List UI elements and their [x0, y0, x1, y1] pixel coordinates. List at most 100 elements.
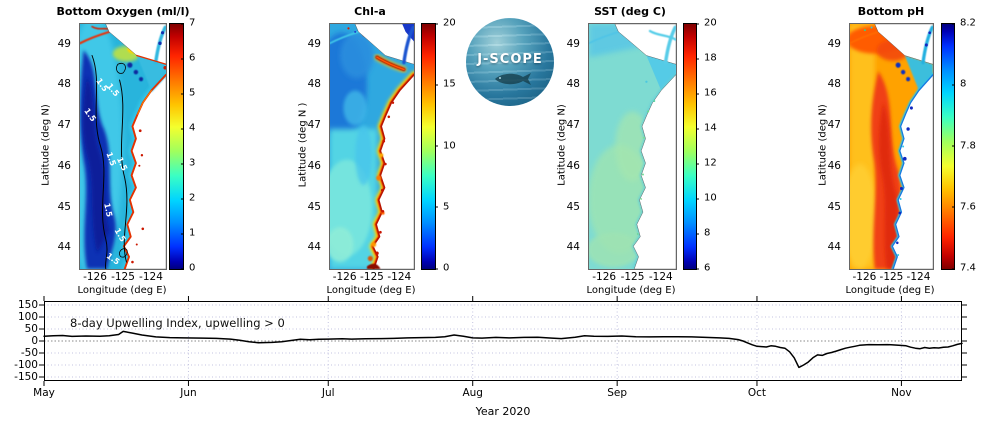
colorbar-tick: 16 — [696, 88, 717, 99]
lat-tick: 47 — [57, 119, 71, 132]
colorbar-tick: 8.2 — [952, 18, 976, 29]
fish-icon — [495, 73, 531, 85]
colorbar-tick: 8 — [695, 228, 710, 239]
colorbar-tick: 2 — [180, 193, 195, 204]
colorbar-tick: 4 — [180, 123, 195, 134]
colorbar-tick: 8 — [951, 79, 966, 90]
upwelling-y-tick: 150 — [17, 299, 38, 311]
colorbar-tick: 7 — [180, 18, 195, 29]
colorbar-tick: 18 — [696, 53, 717, 64]
panel-title-bottom-oxygen: Bottom Oxygen (ml/l) — [56, 5, 190, 18]
upwelling-month-tick: Nov — [891, 387, 912, 399]
colorbar-tick: 7.4 — [952, 263, 976, 274]
chl-a-heatmap — [330, 24, 414, 269]
colorbar-tick: 6 — [180, 53, 195, 64]
lat-tick: 47 — [566, 119, 580, 132]
colorbar-tick: 20 — [696, 18, 717, 29]
colorbar-tick: 6 — [695, 263, 710, 274]
lat-tick: 45 — [57, 200, 71, 213]
x-axis-label: Longitude (deg E) — [326, 285, 416, 296]
lat-tick: 49 — [57, 37, 71, 50]
lon-tick: -124 — [648, 271, 673, 283]
longitude-ticks: -126 -125 -124 — [329, 271, 413, 284]
ph-colorbar — [941, 23, 955, 270]
latitude-ticks: 49 48 47 46 45 44 — [562, 23, 584, 268]
upwelling-month-tick: Sep — [607, 387, 628, 399]
lat-tick: 45 — [566, 200, 580, 213]
ph-colorbar-ticks: 8.2 8 7.8 7.6 7.4 — [951, 18, 985, 274]
colorbar-tick: 12 — [696, 158, 717, 169]
lat-tick: 49 — [307, 37, 321, 50]
lon-tick: -126 — [332, 271, 357, 283]
sst-map — [588, 23, 677, 270]
upwelling-month-tick: May — [33, 387, 55, 399]
lat-tick: 44 — [307, 241, 321, 254]
x-axis-label: Longitude (deg E) — [77, 285, 167, 296]
upwelling-x-axis-label: Year 2020 — [475, 405, 531, 418]
upwelling-y-tick: -150 — [14, 371, 38, 383]
lat-tick: 46 — [566, 159, 580, 172]
lat-tick: 48 — [57, 78, 71, 91]
chl-a-colorbar-ticks: 20 15 10 5 0 — [434, 18, 468, 274]
oxygen-colorbar — [169, 23, 184, 270]
lon-tick: -125 — [111, 271, 135, 283]
lon-tick: -125 — [879, 271, 904, 283]
longitude-ticks: -126 -125 -124 — [849, 271, 932, 284]
latitude-ticks: 49 48 47 46 45 44 — [303, 23, 325, 268]
upwelling-month-tick: Aug — [462, 387, 483, 399]
chl-a-map — [329, 23, 415, 270]
colorbar-tick: 0 — [180, 263, 195, 274]
lat-tick: 49 — [566, 37, 580, 50]
colorbar-tick: 5 — [434, 201, 449, 212]
lon-tick: -126 — [592, 271, 617, 283]
lat-tick: 46 — [827, 159, 841, 172]
bottom-oxygen-heatmap — [80, 24, 166, 269]
lon-tick: -125 — [360, 271, 384, 283]
bottom-oxygen-map: 1.5 1.5 1.5 1.5 1.5 1.5 1.5 1.5 — [79, 23, 167, 270]
lon-tick: -126 — [83, 271, 107, 283]
lat-tick: 46 — [57, 159, 71, 172]
upwelling-y-tick: 50 — [24, 323, 38, 335]
latitude-ticks: 49 48 47 46 45 44 — [823, 23, 845, 268]
lat-tick: 44 — [827, 241, 841, 254]
longitude-ticks: -126 -125 -124 — [79, 271, 165, 284]
lat-tick: 45 — [307, 200, 321, 213]
lat-tick: 48 — [566, 78, 580, 91]
colorbar-tick: 15 — [435, 79, 456, 90]
oxygen-colorbar-ticks: 7 6 5 4 3 2 1 0 — [180, 18, 214, 274]
lon-tick: -126 — [852, 271, 877, 283]
upwelling-y-tick: 100 — [17, 311, 38, 323]
colorbar-tick: 10 — [435, 140, 456, 151]
logo-water-texture — [466, 18, 554, 106]
upwelling-month-tick: Jul — [321, 387, 335, 399]
colorbar-tick: 10 — [696, 193, 717, 204]
bottom-ph-map — [849, 23, 934, 270]
upwelling-y-tick: -100 — [14, 359, 38, 371]
lat-tick: 48 — [307, 78, 321, 91]
lon-tick: -124 — [139, 271, 163, 283]
sst-heatmap — [589, 24, 676, 269]
chl-a-colorbar — [421, 23, 436, 270]
x-axis-label: Longitude (deg E) — [586, 285, 676, 296]
colorbar-tick: 1 — [180, 228, 195, 239]
lat-tick: 44 — [566, 241, 580, 254]
upwelling-month-tick-labels: May Jun Jul Aug Sep Oct Nov — [33, 387, 962, 401]
upwelling-y-tick: 0 — [31, 335, 38, 347]
panel-title-sst: SST (deg C) — [594, 5, 666, 18]
lon-tick: -125 — [620, 271, 645, 283]
lat-tick: 47 — [827, 119, 841, 132]
jscope-logo: J-SCOPE — [466, 18, 554, 106]
latitude-ticks: 49 48 47 46 45 44 — [53, 23, 75, 268]
lat-tick: 46 — [307, 159, 321, 172]
upwelling-month-tick: Jun — [180, 387, 197, 399]
x-axis-label: Longitude (deg E) — [845, 285, 935, 296]
upwelling-month-tick: Oct — [747, 387, 767, 399]
panel-title-bottom-ph: Bottom pH — [857, 5, 925, 18]
y-axis-label: Latitude (deg N) — [40, 104, 52, 186]
lat-tick: 44 — [57, 241, 71, 254]
lon-tick: -124 — [387, 271, 412, 283]
colorbar-tick: 0 — [434, 263, 449, 274]
upwelling-y-tick: -50 — [20, 347, 38, 359]
upwelling-y-tick-labels: 150 100 50 0 -50 -100 -150 — [0, 299, 38, 383]
